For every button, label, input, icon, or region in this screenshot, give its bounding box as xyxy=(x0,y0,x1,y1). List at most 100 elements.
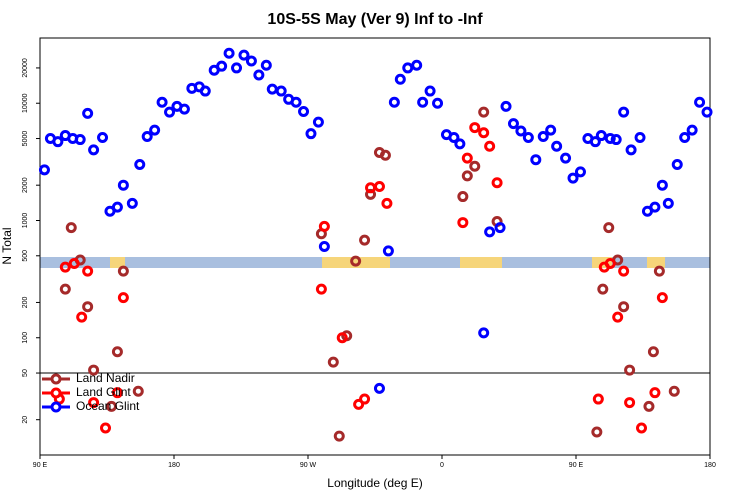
y-tick-label: 10000 xyxy=(22,93,29,113)
point xyxy=(178,103,190,115)
point xyxy=(469,122,481,134)
x-tick-label: 90 E xyxy=(33,462,48,469)
point xyxy=(624,364,636,376)
point xyxy=(394,73,406,85)
point xyxy=(592,393,604,405)
y-tick-label: 100 xyxy=(22,332,29,344)
point xyxy=(359,234,371,246)
point xyxy=(260,59,272,71)
point xyxy=(82,265,94,277)
point xyxy=(315,283,327,295)
point xyxy=(52,136,64,148)
point xyxy=(603,222,615,234)
point xyxy=(595,130,607,142)
point xyxy=(318,241,330,252)
legend-label: Land Nadir xyxy=(76,371,135,385)
point xyxy=(618,265,630,277)
point xyxy=(491,177,503,189)
x-axis-label: Longitude (deg E) xyxy=(327,476,422,490)
point xyxy=(662,197,674,209)
point xyxy=(126,197,138,209)
point xyxy=(373,382,385,394)
point xyxy=(88,364,100,376)
point xyxy=(522,132,534,144)
point xyxy=(417,96,429,108)
point xyxy=(694,96,706,108)
point xyxy=(591,426,603,438)
x-tick-label: 180 xyxy=(704,462,716,469)
plot-frame xyxy=(39,37,711,456)
point xyxy=(686,124,698,136)
y-tick-label: 20000 xyxy=(22,58,29,78)
point xyxy=(484,226,496,238)
point xyxy=(59,283,71,295)
point xyxy=(231,62,243,74)
point xyxy=(318,220,330,232)
point xyxy=(604,257,616,269)
point xyxy=(671,159,683,171)
point xyxy=(597,283,609,295)
point xyxy=(111,346,123,358)
point xyxy=(238,49,250,61)
point xyxy=(457,191,469,203)
y-tick-label: 2000 xyxy=(22,177,29,193)
point xyxy=(634,132,646,144)
point xyxy=(653,265,665,277)
point xyxy=(507,118,519,130)
point xyxy=(373,180,385,192)
point xyxy=(618,301,630,313)
point xyxy=(461,170,473,182)
point xyxy=(402,62,414,74)
point xyxy=(679,132,691,144)
point xyxy=(275,85,287,97)
point xyxy=(100,422,112,434)
y-tick-label: 1000 xyxy=(22,213,29,229)
point xyxy=(625,144,637,156)
point xyxy=(448,132,460,144)
x-tick-label: 180 xyxy=(168,462,180,469)
legend-label: Ocean Glint xyxy=(76,399,140,413)
point xyxy=(298,106,310,118)
point xyxy=(117,265,129,277)
land-patch xyxy=(460,257,502,268)
point xyxy=(484,140,496,152)
point xyxy=(469,160,481,172)
point xyxy=(643,400,655,412)
y-tick-label: 20 xyxy=(22,416,29,424)
point xyxy=(457,217,469,229)
point xyxy=(515,125,527,137)
point xyxy=(432,97,444,109)
point xyxy=(500,100,512,112)
point xyxy=(199,85,211,97)
point xyxy=(88,144,100,156)
point xyxy=(336,332,348,344)
point xyxy=(382,245,394,257)
point xyxy=(65,222,77,234)
point xyxy=(305,128,317,140)
legend-label: Land Glint xyxy=(76,385,131,399)
point xyxy=(567,172,579,184)
point xyxy=(68,257,80,269)
point xyxy=(381,197,393,209)
legend-marker xyxy=(50,387,62,399)
y-tick-label: 500 xyxy=(22,250,29,262)
point xyxy=(612,311,624,323)
point xyxy=(216,60,228,72)
chart-title: 10S-5S May (Ver 9) Inf to -Inf xyxy=(267,11,483,28)
point xyxy=(551,140,563,152)
point xyxy=(478,106,490,118)
x-tick-label: 90 E xyxy=(569,462,584,469)
point xyxy=(38,164,50,176)
point xyxy=(132,385,144,397)
point xyxy=(82,301,94,313)
point xyxy=(253,69,265,81)
y-tick-label: 50 xyxy=(22,369,29,377)
point xyxy=(649,201,661,213)
point xyxy=(424,85,436,97)
point xyxy=(333,430,345,442)
y-tick-label: 5000 xyxy=(22,131,29,147)
legend-marker xyxy=(50,373,62,385)
point xyxy=(701,106,713,118)
